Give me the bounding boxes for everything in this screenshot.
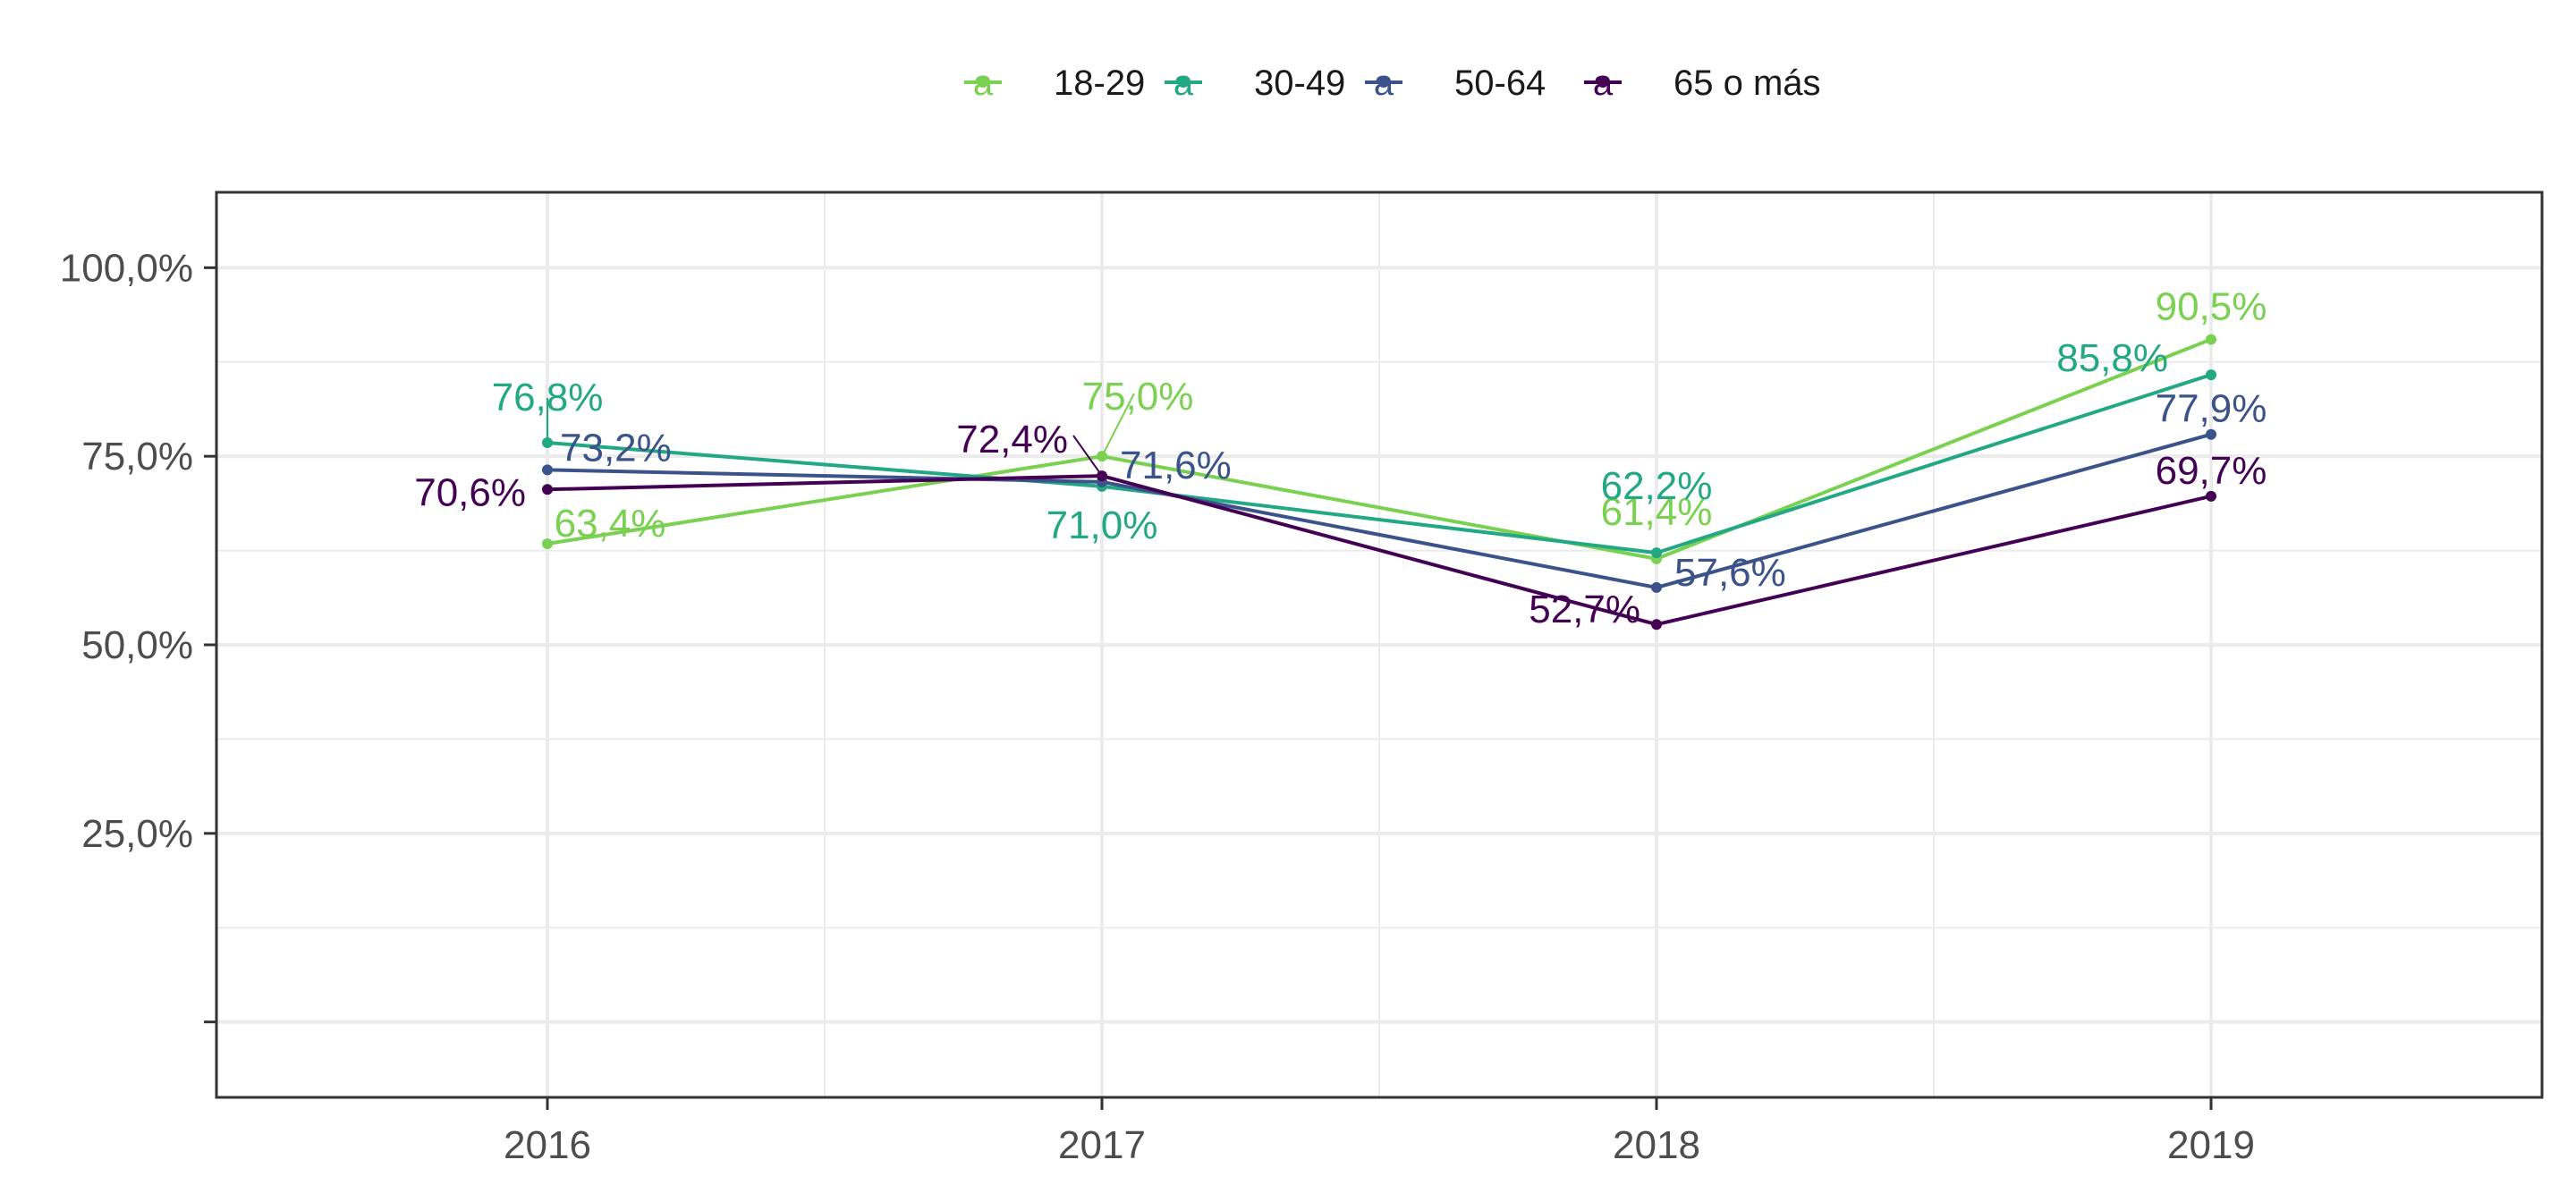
data-point [1651, 619, 1662, 631]
series-points [542, 334, 2216, 631]
series-line [547, 373, 2212, 555]
data-label: 90,5% [2156, 284, 2267, 328]
series-lines [547, 337, 2212, 627]
data-point [2206, 428, 2216, 440]
data-label: 61,4% [1601, 490, 1713, 534]
data-label: 77,9% [2156, 387, 2267, 431]
data-label: 85,8% [2056, 336, 2168, 380]
y-tick-label: 100,0% [60, 246, 193, 290]
data-point [1651, 547, 1662, 559]
data-label: 57,6% [1674, 551, 1786, 595]
data-label: 75,0% [1082, 375, 1194, 419]
y-tick-label: 25,0% [81, 812, 193, 856]
y-tick-label: 50,0% [81, 623, 193, 667]
data-label: 52,7% [1529, 588, 1640, 631]
data-labels: 63,4% 75,0% 61,4% 90,5% 76,8% 71,0% 62,2% 85,8%… [414, 284, 2267, 631]
axes: 25,0% 50,0% 75,0% 100,0% 2016 2017 2018 2019 [60, 246, 2255, 1167]
legend-label: 18-29 [1054, 63, 1145, 103]
legend-label: 65 o más [1674, 63, 1821, 103]
data-point [2206, 490, 2216, 502]
data-label: 70,6% [414, 470, 526, 514]
legend-label: 30-49 [1254, 63, 1345, 103]
data-point [542, 538, 553, 549]
legend: a 18-29 a 30-49 a 50-64 a 65 o más [964, 63, 1821, 103]
series-line [547, 337, 2212, 561]
legend-key-point [1597, 77, 1608, 88]
legend-key-point [1378, 77, 1389, 88]
legend-key-glyph: a [973, 63, 994, 103]
label-leader-line [1101, 393, 1135, 457]
label-leaders [547, 393, 1135, 477]
data-point [1097, 470, 1107, 482]
data-label: 62,2% [1601, 464, 1713, 508]
x-tick-label: 2017 [1058, 1123, 1146, 1167]
y-tick-label: 75,0% [81, 435, 193, 478]
data-label: 69,7% [2156, 449, 2267, 493]
data-point [542, 464, 553, 476]
data-point [2206, 334, 2216, 345]
legend-key-glyph: a [1593, 63, 1614, 103]
data-point [1097, 451, 1107, 462]
series-line [547, 432, 2212, 589]
legend-key-glyph: a [1374, 63, 1394, 103]
data-point [542, 436, 553, 448]
data-point [2206, 369, 2216, 381]
data-label: 73,2% [560, 426, 672, 470]
data-label: 76,8% [492, 376, 604, 419]
data-point [1651, 581, 1662, 593]
data-label: 71,6% [1120, 444, 1232, 487]
x-tick-label: 2016 [504, 1123, 591, 1167]
legend-key-point [1178, 77, 1189, 88]
label-leader-line [1072, 435, 1103, 477]
series-line [547, 474, 2212, 627]
data-label: 72,4% [956, 418, 1068, 461]
data-label: 71,0% [1046, 504, 1158, 547]
legend-label: 50-64 [1454, 63, 1546, 103]
x-tick-label: 2018 [1613, 1123, 1700, 1167]
legend-key-glyph: a [1174, 63, 1194, 103]
legend-key-point [978, 77, 988, 88]
x-tick-label: 2019 [2167, 1123, 2255, 1167]
panel-border [215, 190, 2544, 1099]
data-point [542, 484, 553, 495]
data-label: 63,4% [555, 502, 666, 546]
